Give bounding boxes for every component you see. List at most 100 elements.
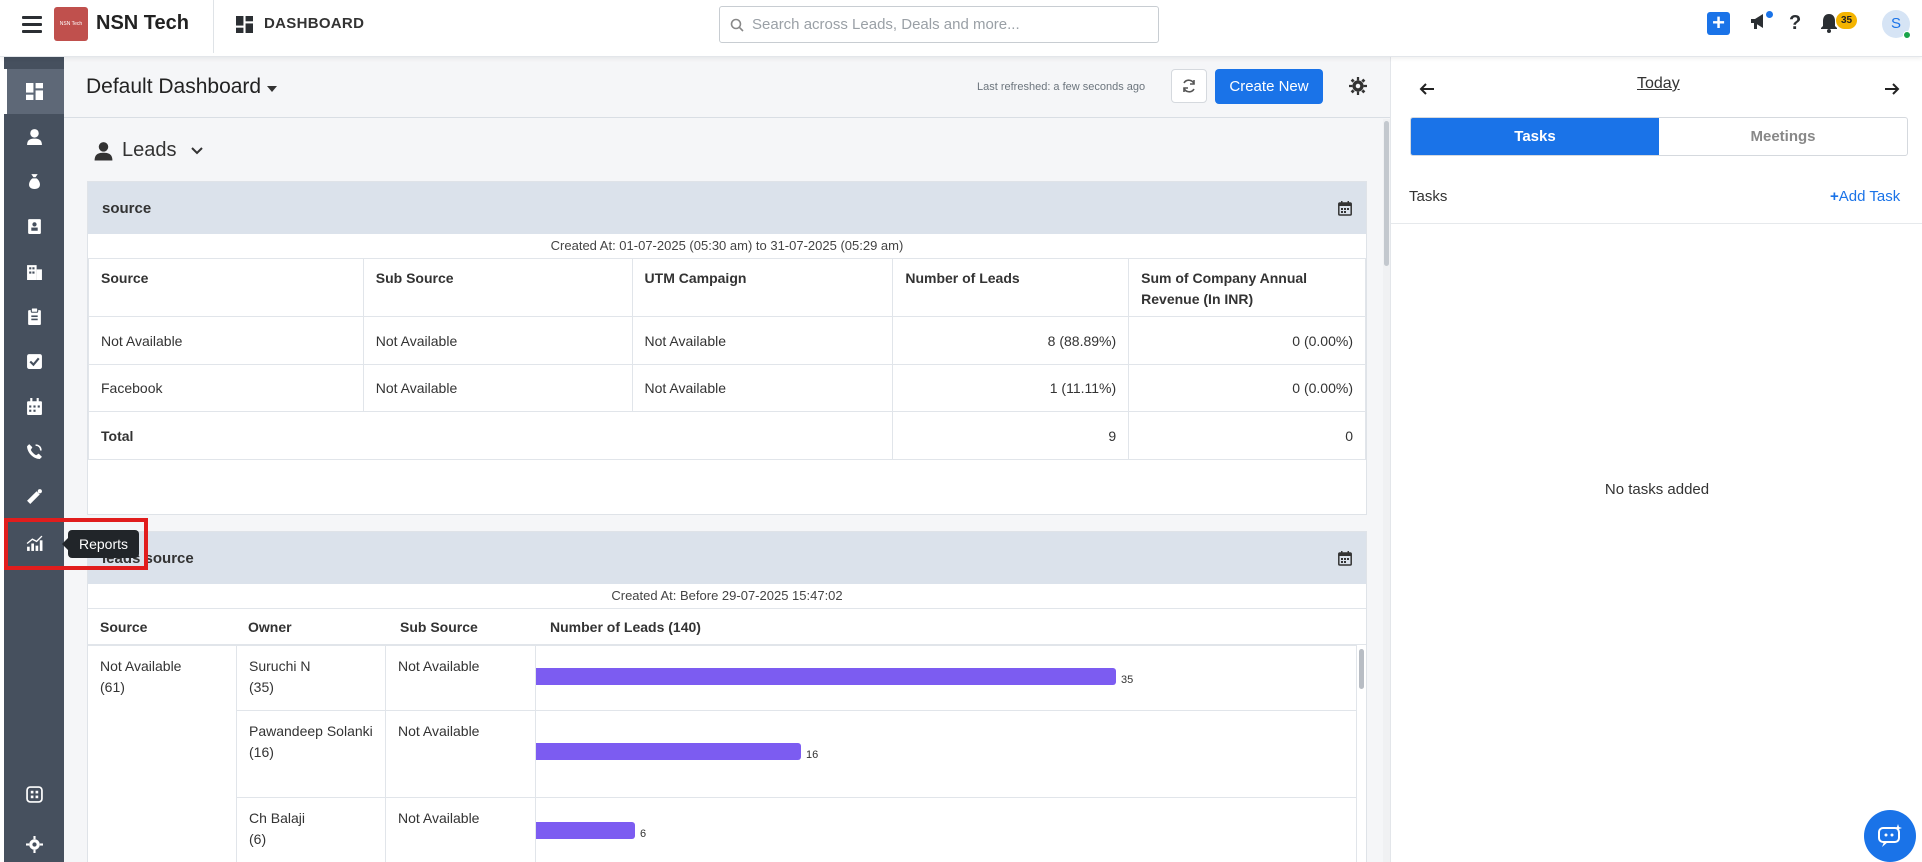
sidebar-item-quotes[interactable] <box>4 294 64 339</box>
lead-count-bar[interactable] <box>536 822 635 839</box>
add-task-label: Add Task <box>1838 188 1901 205</box>
global-search[interactable] <box>719 6 1159 43</box>
sidebar-item-leads[interactable] <box>4 114 64 159</box>
calendar-icon[interactable] <box>1338 551 1352 566</box>
sidebar-item-reports[interactable] <box>4 521 64 566</box>
dashboard-settings-gear-icon[interactable] <box>1349 77 1367 95</box>
campaign-icon <box>26 489 42 504</box>
phone-icon <box>26 444 42 459</box>
sidebar-item-companies[interactable] <box>4 249 64 294</box>
section-label: Leads <box>122 139 177 161</box>
divider <box>1391 223 1922 224</box>
sub-source-cell: Not Available <box>385 797 536 862</box>
date-label[interactable]: Today <box>1637 75 1680 92</box>
table-row: Facebook Not Available Not Available 1 (… <box>88 364 1366 412</box>
leads-section-toggle[interactable]: Leads <box>94 139 203 162</box>
leads-source-report-card: leads source Created At: Before 29-07-20… <box>87 531 1367 862</box>
scrollbar-thumb[interactable] <box>1384 121 1389 266</box>
divider <box>213 0 214 53</box>
help-icon[interactable]: ? <box>1789 12 1802 34</box>
dashboard-icon <box>236 16 253 33</box>
card-header: leads source <box>88 532 1366 584</box>
column-header: Sub Source <box>362 258 633 317</box>
dashboard-selector[interactable]: Default Dashboard <box>86 75 262 98</box>
sidebar-item-calendar[interactable] <box>4 384 64 429</box>
source-table: Source Sub Source UTM Campaign Number of… <box>87 258 1366 460</box>
sub-source-cell: Not Available <box>385 710 536 798</box>
sidebar-item-deals[interactable] <box>4 159 64 204</box>
sub-source-cell: Not Available <box>385 645 536 711</box>
hamburger-menu-icon[interactable] <box>22 16 42 33</box>
settings-icon <box>25 836 43 853</box>
date-range-text: Created At: 01-07-2025 (05:30 am) to 31-… <box>550 238 904 253</box>
total-label: Total <box>87 411 894 460</box>
top-bar: NSN Tech NSN Tech DASHBOARD + ? 35 S <box>0 0 1922 57</box>
create-new-button[interactable]: Create New <box>1215 69 1323 104</box>
arrow-left-icon[interactable] <box>1419 81 1435 97</box>
column-header: Source <box>100 619 148 635</box>
calendar-icon[interactable] <box>1338 201 1352 216</box>
main-scrollbar[interactable] <box>1383 119 1390 862</box>
empty-state-text: No tasks added <box>1604 481 1710 498</box>
owner-cell: Suruchi N (35) <box>236 645 386 711</box>
chat-bot-icon <box>1878 824 1902 847</box>
owner-count: (6) <box>249 831 267 847</box>
bar-value-label: 6 <box>640 828 647 840</box>
caret-down-icon[interactable] <box>267 86 277 92</box>
refresh-button[interactable] <box>1171 69 1207 103</box>
table-cell: Not Available <box>631 364 894 412</box>
arrow-right-icon[interactable] <box>1884 81 1900 97</box>
column-header: Sub Source <box>400 619 478 635</box>
dashboard-icon <box>25 83 43 100</box>
chat-support-button[interactable] <box>1864 810 1916 862</box>
table-row: Not Available Not Available Not Availabl… <box>88 316 1366 365</box>
source-cell: Not Available (61) <box>88 645 237 862</box>
total-leads: 9 <box>892 411 1130 460</box>
column-header: UTM Campaign <box>631 258 894 317</box>
sidebar-item-settings[interactable] <box>4 822 64 862</box>
table-cell[interactable]: 8 (88.89%) <box>892 316 1130 365</box>
quick-add-button[interactable]: + <box>1707 12 1730 35</box>
owner-count: (16) <box>249 744 274 760</box>
owner-name: Ch Balaji <box>249 810 306 826</box>
online-status-dot <box>1903 31 1911 39</box>
bar-value-label: 35 <box>1121 674 1134 686</box>
search-input[interactable] <box>752 16 1132 33</box>
table-total-row: Total 9 0 <box>87 411 1366 460</box>
logo-text: NSN Tech <box>59 21 83 27</box>
owner-name: Pawandeep Solanki <box>249 723 373 739</box>
table-scrollbar[interactable] <box>1358 647 1366 857</box>
announcements-icon[interactable] <box>1749 11 1773 33</box>
tab-meetings[interactable]: Meetings <box>1750 128 1816 145</box>
card-header: source <box>88 182 1366 234</box>
table-cell[interactable]: 1 (11.11%) <box>892 364 1130 412</box>
company-logo: NSN Tech <box>54 7 88 41</box>
task-meeting-tabs: Tasks Meetings <box>1410 117 1908 156</box>
sidebar-item-calls[interactable] <box>4 429 64 474</box>
lead-count-bar[interactable] <box>536 668 1116 685</box>
user-avatar[interactable]: S <box>1882 10 1911 39</box>
tab-tasks[interactable]: Tasks <box>1411 118 1659 155</box>
sidebar-item-campaigns[interactable] <box>4 474 64 519</box>
source-count: (61) <box>100 679 125 695</box>
sidebar-item-dashboard[interactable] <box>4 69 64 114</box>
notifications-bell-icon[interactable] <box>1820 13 1842 35</box>
main-content: Default Dashboard Last refreshed: a few … <box>64 57 1390 862</box>
right-panel: Today Tasks Meetings Tasks +Add Task No … <box>1390 57 1922 862</box>
date-range-text: Created At: Before 29-07-2025 15:47:02 <box>611 588 843 603</box>
money-bag-icon <box>28 174 40 189</box>
sidebar-item-contacts[interactable] <box>4 204 64 249</box>
scrollbar-thumb[interactable] <box>1359 649 1364 689</box>
source-name: Not Available <box>100 658 182 674</box>
reports-icon <box>26 535 42 551</box>
chevron-down-icon <box>190 146 203 154</box>
lead-count-bar[interactable] <box>536 743 801 760</box>
clipboard-icon <box>27 308 41 325</box>
add-task-link[interactable]: +Add Task <box>1830 188 1900 205</box>
column-header: Number of Leads (140) <box>550 619 701 635</box>
contact-card-icon <box>27 219 41 234</box>
apps-icon <box>25 786 43 803</box>
sidebar-item-apps[interactable] <box>4 772 64 817</box>
last-refreshed-text: Last refreshed: a few seconds ago <box>977 81 1146 93</box>
sidebar-item-tasks[interactable] <box>4 339 64 384</box>
